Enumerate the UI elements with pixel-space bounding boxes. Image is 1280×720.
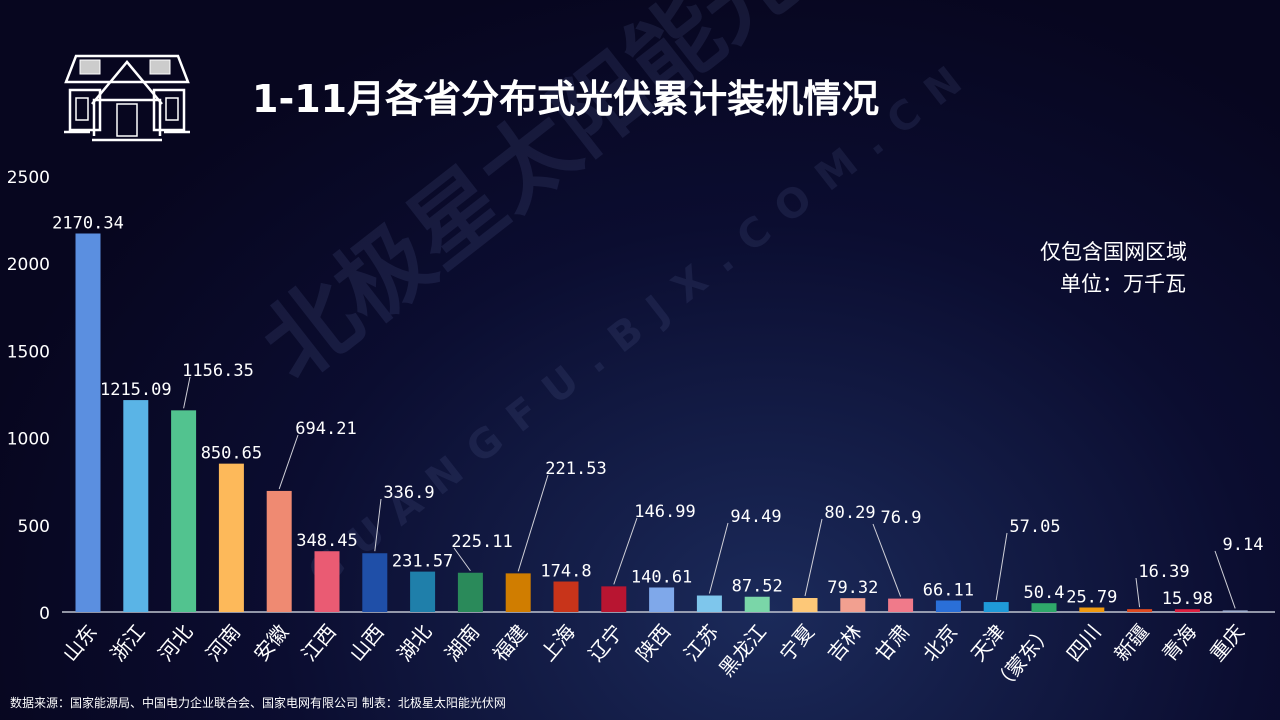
x-tick-label: 重庆 (1205, 620, 1249, 666)
note-unit: 单位：万千瓦 (1060, 272, 1186, 296)
x-tick-label: 辽宁 (584, 620, 628, 666)
bar-18 (935, 600, 961, 612)
data-label: 16.39 (1138, 562, 1189, 582)
data-label: 94.49 (730, 507, 781, 527)
data-label: 9.14 (1223, 535, 1264, 555)
x-tick-label: 上海 (536, 620, 580, 666)
y-tick-label: 2500 (7, 168, 50, 188)
leader-line-11 (613, 517, 638, 585)
data-label: 15.98 (1162, 589, 1213, 609)
x-tick-label: 浙江 (106, 620, 150, 666)
x-tick-label: 宁夏 (775, 620, 819, 666)
x-tick-label: 山西 (345, 620, 389, 666)
note-scope: 仅包含国网区域 (1040, 240, 1187, 264)
leader-line-4 (278, 434, 299, 490)
data-label: 57.05 (1009, 517, 1060, 537)
data-label: 1156.35 (182, 361, 254, 381)
y-tick-label: 2000 (7, 255, 50, 275)
x-tick-label: 安徽 (249, 620, 293, 666)
x-tick-label: 吉林 (823, 620, 867, 666)
bar-15 (792, 597, 818, 612)
x-tick-label: 湖北 (392, 620, 436, 666)
data-label: 140.61 (631, 567, 692, 587)
bar-11 (601, 586, 627, 612)
data-label: 79.32 (827, 578, 878, 598)
data-label: 850.65 (201, 444, 262, 464)
bar-21 (1079, 607, 1105, 612)
y-tick-label: 0 (39, 604, 50, 624)
bar-1 (123, 400, 149, 612)
x-tick-label: 陕西 (631, 620, 675, 666)
x-tick-label: 青海 (1157, 620, 1201, 666)
bar-20 (1031, 603, 1057, 612)
x-tick-label: 黑龙江 (714, 620, 771, 681)
chart-title: 1-11月各省分布式光伏累计装机情况 (252, 77, 880, 121)
x-tick-label: 江苏 (679, 620, 723, 666)
bar-5 (314, 551, 340, 612)
bar-10 (553, 581, 579, 612)
x-tick-label: 山东 (58, 620, 102, 666)
bar-16 (840, 598, 866, 612)
x-tick-label: 甘肃 (870, 620, 914, 666)
bar-2 (171, 410, 197, 612)
x-tick-label: 新疆 (1109, 620, 1153, 666)
x-tick-label: 河北 (153, 620, 197, 666)
leader-line-24 (1214, 550, 1236, 609)
bar-23 (1174, 609, 1200, 612)
bar-3 (218, 463, 244, 612)
bar-9 (505, 573, 531, 612)
x-tick-label: 北京 (918, 620, 962, 666)
bar-7 (410, 571, 436, 612)
x-tick-label: 福建 (488, 620, 532, 666)
data-label: 1215.09 (100, 380, 172, 400)
data-label: 76.9 (881, 508, 922, 528)
bar-19 (983, 602, 1009, 612)
bar-22 (1127, 609, 1153, 612)
data-label: 87.52 (732, 577, 783, 597)
leader-line-9 (517, 474, 549, 572)
data-label: 174.8 (540, 562, 591, 582)
bar-0 (75, 233, 101, 612)
x-tick-label: 湖南 (440, 620, 484, 666)
data-label: 225.11 (451, 532, 512, 552)
x-tick-label: 江西 (297, 620, 341, 666)
leader-line-17 (872, 523, 902, 597)
bar-14 (744, 596, 770, 612)
house-solar-icon (64, 54, 190, 142)
bar-13 (696, 595, 722, 612)
data-label: 348.45 (296, 531, 357, 551)
bar-17 (888, 598, 914, 612)
x-tick-label: 四川 (1062, 620, 1106, 666)
data-label: 221.53 (545, 459, 606, 479)
leader-line-22 (1135, 577, 1141, 608)
source-footer: 数据来源：国家能源局、中国电力企业联合会、国家电网有限公司 制表：北极星太阳能光… (10, 696, 506, 710)
y-tick-label: 500 (18, 517, 50, 537)
bar-8 (457, 572, 483, 612)
y-tick-label: 1500 (7, 342, 50, 362)
bar-6 (362, 553, 388, 612)
data-label: 50.4 (1024, 583, 1065, 603)
leader-line-8 (453, 547, 471, 572)
data-label: 2170.34 (52, 213, 124, 233)
y-tick-label: 1000 (7, 430, 50, 450)
data-label: 66.11 (923, 580, 974, 600)
data-label: 80.29 (824, 503, 875, 523)
data-label: 694.21 (295, 419, 356, 439)
bar-12 (649, 587, 675, 612)
data-label: 146.99 (634, 502, 695, 522)
data-label: 336.9 (383, 483, 434, 503)
bar-4 (266, 490, 292, 612)
x-tick-label: 河南 (201, 620, 245, 666)
bar-24 (1222, 610, 1248, 612)
data-label: 231.57 (392, 552, 453, 572)
leader-line-6 (374, 498, 382, 552)
x-tick-label: 天津 (966, 620, 1010, 666)
leader-line-15 (804, 518, 823, 597)
leader-line-19 (995, 532, 1008, 601)
leader-line-2 (183, 376, 191, 409)
leader-line-13 (708, 522, 729, 594)
data-label: 25.79 (1066, 588, 1117, 608)
